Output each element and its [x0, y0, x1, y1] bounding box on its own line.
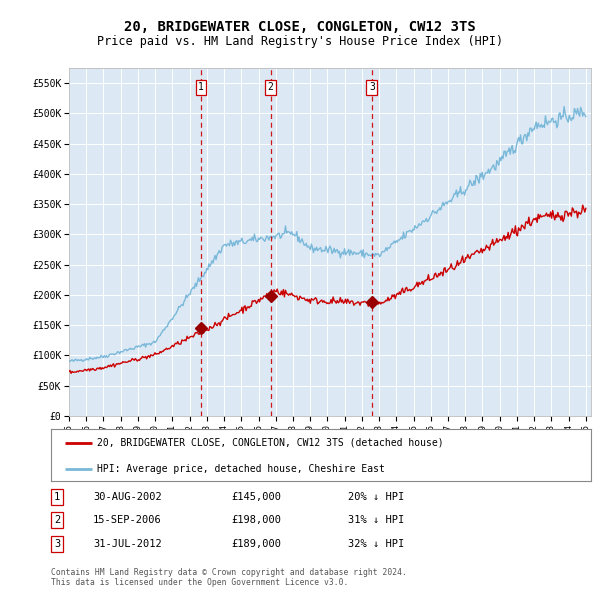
Text: 31-JUL-2012: 31-JUL-2012 — [93, 539, 162, 549]
Text: 32% ↓ HPI: 32% ↓ HPI — [348, 539, 404, 549]
Text: 2: 2 — [54, 516, 60, 525]
Text: 1: 1 — [198, 82, 204, 92]
Text: 30-AUG-2002: 30-AUG-2002 — [93, 492, 162, 502]
Text: Price paid vs. HM Land Registry's House Price Index (HPI): Price paid vs. HM Land Registry's House … — [97, 35, 503, 48]
Text: 2: 2 — [268, 82, 274, 92]
Text: 3: 3 — [54, 539, 60, 549]
Text: 20, BRIDGEWATER CLOSE, CONGLETON, CW12 3TS: 20, BRIDGEWATER CLOSE, CONGLETON, CW12 3… — [124, 19, 476, 34]
Text: 1: 1 — [54, 492, 60, 502]
Text: £145,000: £145,000 — [231, 492, 281, 502]
Text: 20, BRIDGEWATER CLOSE, CONGLETON, CW12 3TS (detached house): 20, BRIDGEWATER CLOSE, CONGLETON, CW12 3… — [97, 438, 443, 448]
Text: 20% ↓ HPI: 20% ↓ HPI — [348, 492, 404, 502]
Text: 15-SEP-2006: 15-SEP-2006 — [93, 516, 162, 525]
Text: £189,000: £189,000 — [231, 539, 281, 549]
Text: 31% ↓ HPI: 31% ↓ HPI — [348, 516, 404, 525]
Text: HPI: Average price, detached house, Cheshire East: HPI: Average price, detached house, Ches… — [97, 464, 385, 474]
Text: Contains HM Land Registry data © Crown copyright and database right 2024.
This d: Contains HM Land Registry data © Crown c… — [51, 568, 407, 587]
Text: £198,000: £198,000 — [231, 516, 281, 525]
Text: 3: 3 — [369, 82, 375, 92]
